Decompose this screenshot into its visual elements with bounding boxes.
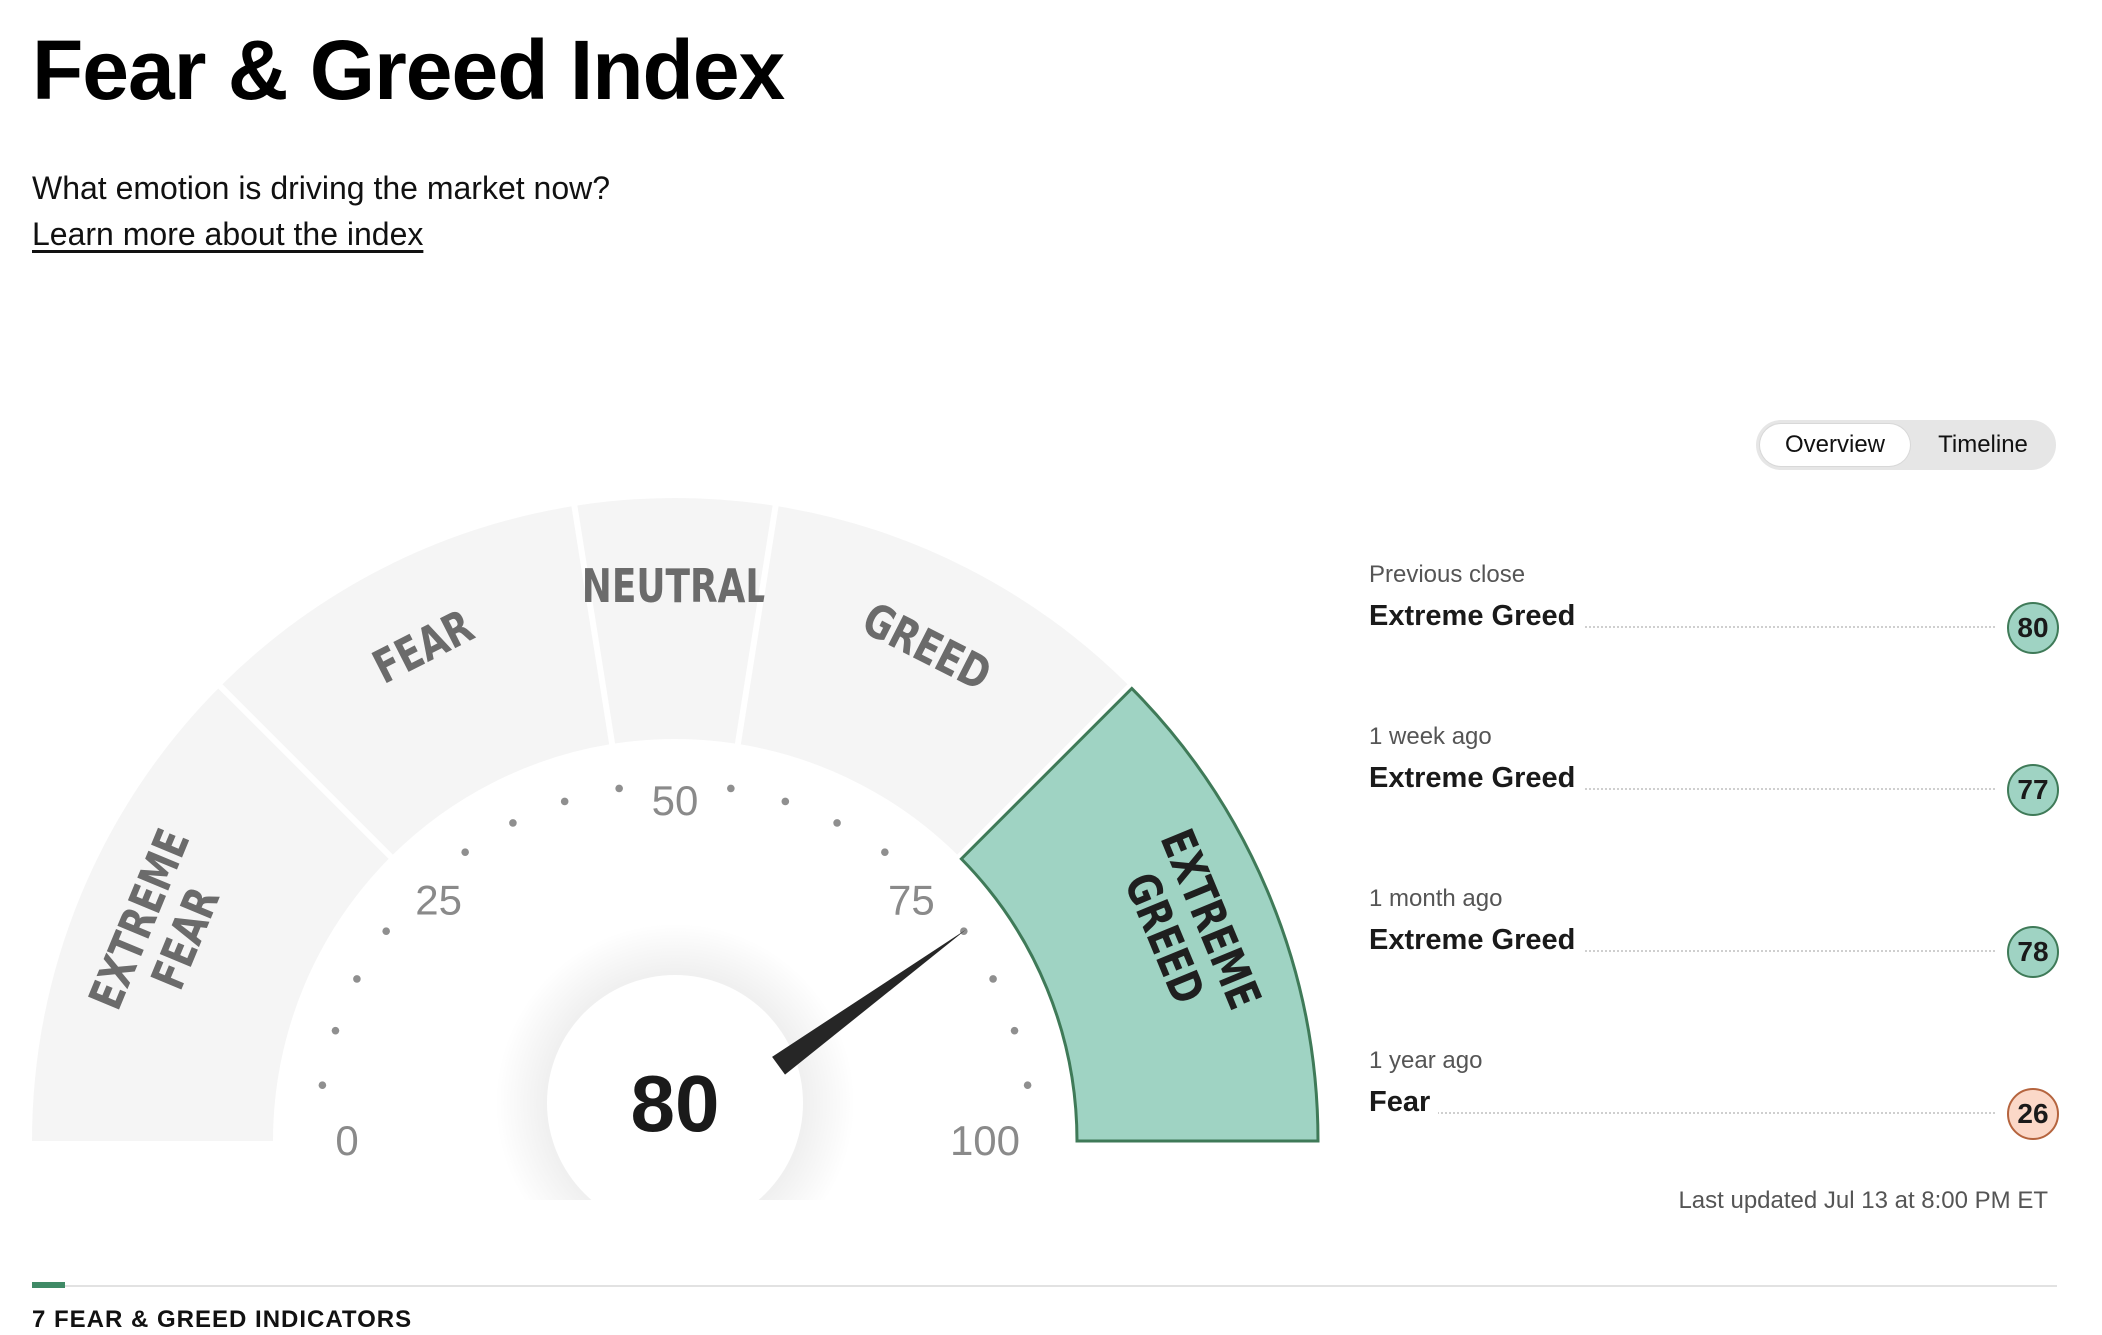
history-leader [1369, 1112, 1995, 1114]
gauge-minor-tick [989, 975, 997, 983]
section-divider [32, 1285, 2057, 1287]
history-value-badge: 78 [2007, 926, 2059, 978]
history-rating: Extreme Greed [1369, 922, 1584, 958]
gauge-tick-label-100: 100 [950, 1117, 1020, 1164]
gauge-segment-label-line: NEUTRAL [582, 560, 768, 614]
gauge-segment-neutral [577, 498, 773, 744]
history-row-1-year: 1 year ago Fear 26 [1369, 1046, 2059, 1156]
gauge-minor-tick [881, 848, 889, 856]
history-leader [1369, 788, 1995, 790]
section-divider-accent [32, 1282, 65, 1288]
toggle-timeline[interactable]: Timeline [1938, 431, 2028, 458]
gauge-needle [772, 929, 967, 1075]
history-leader [1369, 950, 1995, 952]
gauge-minor-tick [1010, 1026, 1019, 1035]
history-when: 1 year ago [1369, 1047, 1483, 1074]
history-value-badge: 77 [2007, 764, 2059, 816]
gauge-segment-extreme-fear [32, 688, 389, 1141]
history-when: 1 week ago [1369, 723, 1492, 750]
gauge-minor-tick [331, 1026, 340, 1035]
gauge-minor-tick [353, 975, 361, 983]
gauge-minor-tick [382, 927, 390, 935]
gauge-minor-tick [318, 1081, 327, 1089]
gauge-tick-label-50: 50 [652, 777, 699, 824]
gauge-segment-label: NEUTRAL [582, 560, 768, 614]
history-row-previous-close: Previous close Extreme Greed 80 [1369, 560, 2059, 670]
history-row-1-week: 1 week ago Extreme Greed 77 [1369, 722, 2059, 832]
last-updated: Last updated Jul 13 at 8:00 PM ET [1678, 1187, 2048, 1214]
gauge-minor-tick [833, 819, 841, 827]
indicators-heading: 7 FEAR & GREED INDICATORS [32, 1306, 413, 1333]
history-rating: Extreme Greed [1369, 760, 1584, 796]
gauge-tick-label-75: 75 [888, 877, 935, 924]
history-rating: Fear [1369, 1084, 1439, 1120]
history-when: 1 month ago [1369, 885, 1503, 912]
gauge-minor-tick [1023, 1081, 1032, 1089]
gauge-minor-tick [781, 797, 790, 806]
history-value-badge: 26 [2007, 1088, 2059, 1140]
gauge-segment-extreme-greed [959, 686, 1320, 1143]
fear-greed-gauge: EXTREMEFEARFEARNEUTRALGREEDEXTREMEGREED … [32, 498, 1320, 1200]
toggle-overview[interactable]: Overview [1760, 424, 1910, 466]
page-subtitle: What emotion is driving the market now? [32, 170, 611, 206]
gauge-minor-tick [461, 848, 469, 856]
gauge-segment-fear [222, 506, 610, 855]
view-toggle: Overview Timeline [1756, 420, 2056, 470]
gauge-minor-tick [560, 797, 569, 806]
gauge-value: 80 [631, 1059, 720, 1148]
gauge-minor-tick [727, 784, 735, 793]
history-row-1-month: 1 month ago Extreme Greed 78 [1369, 884, 2059, 994]
history-leader [1369, 626, 1995, 628]
gauge-tick-label-0: 0 [335, 1117, 358, 1164]
page-title: Fear & Greed Index [32, 23, 785, 117]
gauge-hub [547, 975, 803, 1200]
gauge-minor-tick [509, 819, 517, 827]
gauge-minor-tick [615, 784, 623, 793]
gauge-segment-greed [740, 506, 1128, 855]
gauge-tick-label-25: 25 [415, 877, 462, 924]
learn-more-link[interactable]: Learn more about the index [32, 216, 424, 252]
history-when: Previous close [1369, 561, 1526, 588]
history-value-badge: 80 [2007, 602, 2059, 654]
history-rating: Extreme Greed [1369, 598, 1584, 634]
